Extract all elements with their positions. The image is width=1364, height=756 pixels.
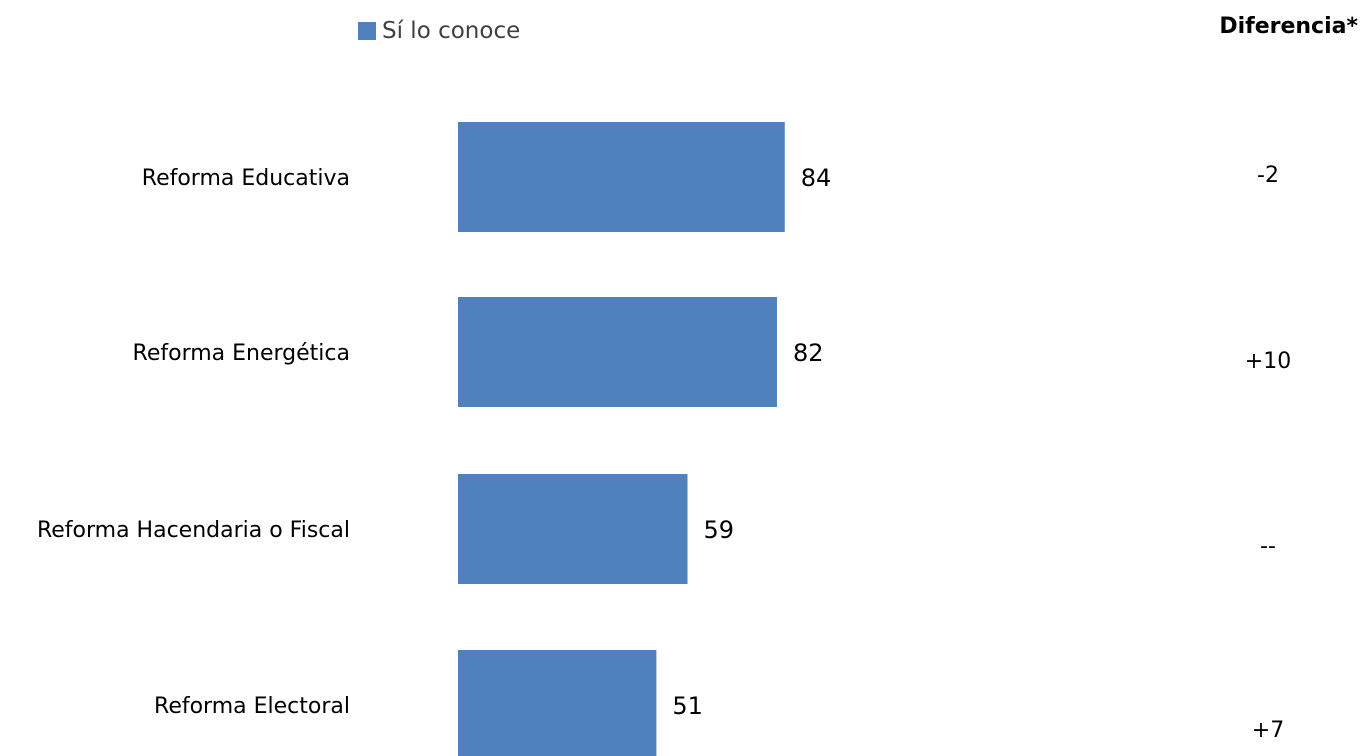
difference-value-2: -- bbox=[1260, 534, 1276, 559]
legend-swatch bbox=[358, 22, 376, 40]
data-label-2: 59 bbox=[704, 516, 735, 544]
difference-value-0: -2 bbox=[1257, 163, 1279, 188]
bar-0 bbox=[458, 122, 785, 232]
bar-2 bbox=[458, 474, 688, 584]
category-label-3: Reforma Electoral bbox=[154, 694, 350, 719]
category-label-1: Reforma Energética bbox=[133, 341, 350, 366]
difference-value-1: +10 bbox=[1245, 349, 1291, 374]
bar-3 bbox=[458, 650, 657, 756]
bar-1 bbox=[458, 297, 777, 407]
data-label-0: 84 bbox=[801, 164, 832, 192]
data-label-1: 82 bbox=[793, 339, 824, 367]
category-label-2: Reforma Hacendaria o Fiscal bbox=[37, 518, 350, 543]
data-label-3: 51 bbox=[672, 692, 703, 720]
category-label-0: Reforma Educativa bbox=[142, 166, 350, 191]
difference-header: Diferencia* bbox=[1219, 14, 1358, 39]
legend-label: Sí lo conoce bbox=[382, 18, 521, 44]
legend: Sí lo conoce bbox=[358, 18, 520, 44]
difference-value-3: +7 bbox=[1252, 718, 1284, 743]
